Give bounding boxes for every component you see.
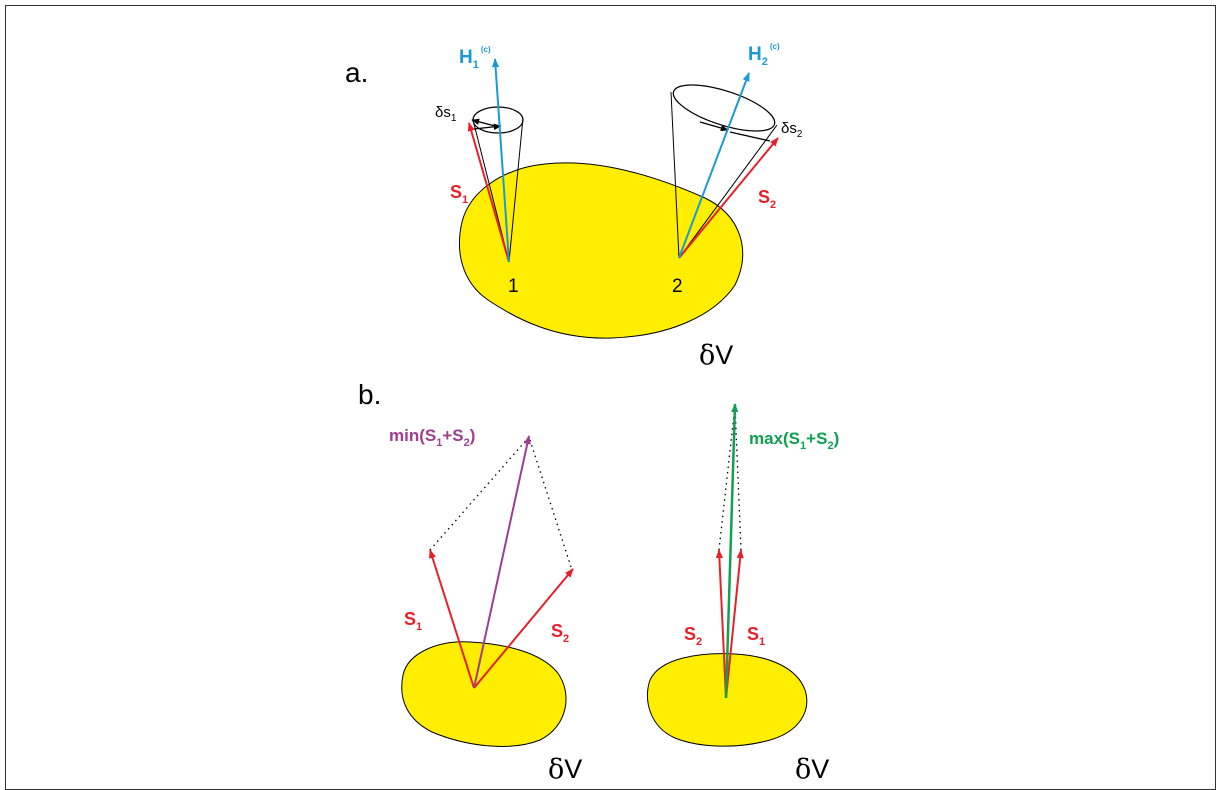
label-ds1: δs1: [435, 104, 457, 124]
panel-b-right-volume-label: δV: [795, 754, 829, 785]
label-S2-b-right: S2: [684, 624, 702, 648]
vector-min-sum: [473, 435, 531, 689]
panel-b-left-volume-label: δV: [548, 754, 582, 785]
vector-max-sum: [724, 403, 739, 699]
label-H1: H1(c): [459, 45, 491, 71]
parallelogram-edge-3: [718, 405, 736, 551]
vector-S1-a: [467, 122, 510, 263]
label-H2: H2(c): [748, 42, 780, 68]
vector-S1-b-left: [429, 549, 475, 689]
panel-a: a. 1 2 δV S1 S2 H1(c) H2: [345, 42, 803, 371]
vector-S2-b-right: [715, 549, 727, 699]
label-max-sum: max(S1+S2): [749, 429, 839, 452]
vector-H1-a: [491, 58, 510, 263]
label-min-sum: min(S1+S2): [389, 426, 475, 449]
precession-cone-2: [670, 84, 778, 259]
panel-b-right-case: S2 S1 max(S1+S2) δV: [646, 403, 839, 785]
panel-a-label: a.: [345, 57, 368, 88]
vector-H2-a: [678, 72, 750, 259]
vector-S2-b-left: [473, 568, 574, 689]
label-S1-b-right: S1: [747, 624, 765, 648]
panel-b-left-case: S1 S2 min(S1+S2) δV: [389, 426, 582, 785]
panel-a-volume-blob: [459, 162, 744, 339]
point-2-label: 2: [672, 276, 683, 297]
label-S1-a: S1: [450, 182, 468, 206]
label-S2-b-left: S2: [551, 621, 569, 645]
panel-b-left-volume-blob: [401, 641, 567, 747]
parallelogram-edge-4: [734, 405, 742, 551]
label-ds2: δs2: [781, 120, 803, 140]
panel-b: b. S1 S2 min(S1+S2) δV S2 S1 max(S1+S2): [358, 379, 839, 785]
panel-b-right-volume-blob: [646, 653, 808, 747]
label-S1-b-left: S1: [404, 609, 422, 633]
figure-frame: [5, 5, 1216, 790]
parallelogram-edge-1: [429, 436, 530, 551]
vector-S1-b-right: [725, 549, 744, 699]
parallelogram-edge-2: [528, 436, 572, 568]
vector-S2-a: [678, 137, 779, 259]
panel-b-label: b.: [358, 379, 381, 410]
point-1-label: 1: [508, 276, 519, 297]
label-S2-a: S2: [758, 187, 776, 211]
panel-a-volume-label: δV: [699, 340, 733, 371]
